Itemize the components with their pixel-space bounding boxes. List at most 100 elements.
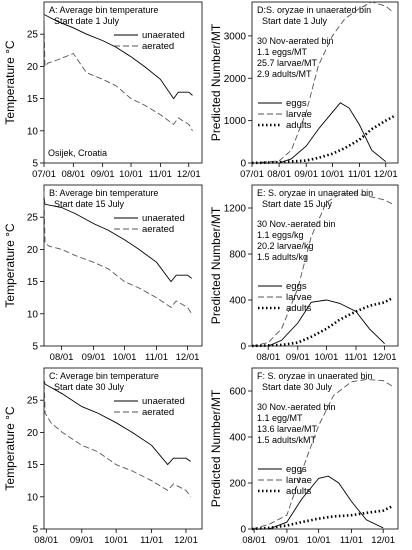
panel-d-ytick-label: 0 xyxy=(240,159,246,170)
panel-b-ytick-label: 5 xyxy=(32,342,38,353)
panel-b-subtitle: Start date 15 July xyxy=(54,199,125,209)
panel-c-xtick-label: 11/01 xyxy=(140,535,163,546)
panel-a-title: A: Average bin temperature xyxy=(49,5,158,15)
panel-d-frame xyxy=(251,1,399,164)
panel-f-annotation-line: 13.6 larvae/MT xyxy=(257,424,318,434)
panel-a-frame xyxy=(43,1,203,164)
panel-e-ytick-label: 0 xyxy=(240,342,246,353)
panel-f-xtick-label: 12/01 xyxy=(371,535,395,546)
panel-e-series-eggs xyxy=(252,299,385,347)
panel-c-series-aerated xyxy=(43,374,191,498)
panel-f-ytick-label: 0 xyxy=(240,525,246,536)
panel-d-ytick-label: 1000 xyxy=(224,116,247,127)
panel-b-ytick-label: 25 xyxy=(27,213,39,224)
panel-d-xtick-label: 07/01 xyxy=(240,169,264,180)
panel-a-xtick-label: 10/01 xyxy=(119,169,143,180)
panel-e-series-adults xyxy=(251,296,394,348)
panel-f-xtick-label: 10/01 xyxy=(307,535,331,546)
panel-d-legend-label-eggs: eggs xyxy=(286,98,307,109)
panel-b-xtick-label: 12/01 xyxy=(176,352,200,363)
panel-d-series-adults xyxy=(251,115,395,165)
panel-b-ytick-label: 20 xyxy=(27,245,39,256)
panel-f-series-larvae xyxy=(251,379,393,530)
panel-f-title: F: S. oryzae in unaerated bin xyxy=(257,371,373,381)
panel-d-title: D:S. oryzae in unaerated bin xyxy=(257,5,371,15)
panel-f-xtick-label: 11/01 xyxy=(340,535,363,546)
panel-d-annotation-line: 1.1 eggs/MT xyxy=(257,47,308,57)
panel-f-subtitle: Start date 30 July xyxy=(262,382,333,392)
panel-a-xtick-label: 11/01 xyxy=(149,169,172,180)
panel-b-ylabel: Temperature °C xyxy=(3,223,17,307)
panel-c-ylabel: Temperature °C xyxy=(3,406,17,490)
panel-e-ytick-label: 800 xyxy=(229,250,246,261)
panel-f-ytick-label: 400 xyxy=(229,433,246,444)
panel-a-legend-label-aerated: aerated xyxy=(142,41,174,52)
panel-b-xtick-label: 08/01 xyxy=(50,352,74,363)
panel-a-ylabel: Temperature °C xyxy=(3,40,17,124)
panel-a-series-unaerated xyxy=(44,14,193,100)
panel-e-legend-label-adults: adults xyxy=(286,303,312,314)
panel-e-xtick-label: 11/01 xyxy=(344,352,367,363)
panel-e-xtick-label: 09/01 xyxy=(286,352,310,363)
panel-d-subtitle: Start date 1 July xyxy=(262,16,328,26)
panel-f-annotation-line: 1.5 adults/kMT xyxy=(257,435,317,445)
panel-c-ytick-label: 20 xyxy=(27,428,39,439)
panel-f-annotation-line: 1.1 egg/MT xyxy=(257,413,303,423)
panel-a-ytick-label: 15 xyxy=(27,94,39,105)
footnote-osijek: Osijek, Croatia xyxy=(48,148,107,158)
panel-e-annotation-line: 1.5 adults/kg xyxy=(257,252,308,262)
panel-b-xtick-label: 10/01 xyxy=(113,352,137,363)
panel-c-title: C: Average bin temperature xyxy=(49,371,159,381)
panel-e-ytick-label: 400 xyxy=(229,296,246,307)
panel-a-legend-label-unaerated: unaerated xyxy=(142,30,185,41)
panel-b-frame xyxy=(43,184,203,347)
panel-e-title: E: S. oryzae in unaerated bin xyxy=(257,188,373,198)
panel-c-xtick-label: 10/01 xyxy=(104,535,128,546)
panel-b-legend-label-aerated: aerated xyxy=(142,224,174,235)
panel-f-frame xyxy=(251,367,399,530)
panel-e-xtick-label: 10/01 xyxy=(315,352,339,363)
panel-d-xtick-label: 08/01 xyxy=(267,169,291,180)
panel-f-series-eggs xyxy=(252,475,384,530)
panel-c-xtick-label: 08/01 xyxy=(34,535,58,546)
panel-f-xtick-label: 08/01 xyxy=(242,535,266,546)
panel-e-xtick-label: 08/01 xyxy=(256,352,280,363)
panel-e-legend-label-eggs: eggs xyxy=(286,281,307,292)
panel-a-ytick-label: 10 xyxy=(27,126,39,137)
panel-e-legend-label-larvae: larvae xyxy=(286,292,312,303)
panel-c-ytick-label: 10 xyxy=(27,492,39,503)
panel-f-ylabel: Predicted Number/MT xyxy=(209,389,223,507)
panel-e-ylabel: Predicted Number/MT xyxy=(209,206,223,324)
panel-f-legend-label-adults: adults xyxy=(286,486,312,497)
panel-d-legend-label-larvae: larvae xyxy=(286,109,312,120)
panel-f-ytick-label: 200 xyxy=(229,479,246,490)
panel-c-frame xyxy=(43,367,203,530)
panel-c-xtick-label: 12/01 xyxy=(174,535,198,546)
panel-e-xtick-label: 12/01 xyxy=(373,352,397,363)
panel-a-ytick-label: 25 xyxy=(27,30,39,41)
panel-e-frame xyxy=(251,184,399,347)
panel-a-subtitle: Start date 1 July xyxy=(54,16,120,26)
panel-e-annotation-line: 1.1 eggs/kg xyxy=(257,230,304,240)
panel-f-series-adults xyxy=(251,504,394,531)
panel-b-series-unaerated xyxy=(43,197,192,283)
panel-d-legend-label-adults: adults xyxy=(286,120,312,131)
panel-d-annotation-line: 25.7 larvae/MT xyxy=(257,58,318,68)
panel-c-legend-label-unaerated: unaerated xyxy=(142,396,185,407)
panel-a-series-aerated xyxy=(43,14,193,132)
panel-b-legend-label-unaerated: unaerated xyxy=(142,213,185,224)
panel-e-ytick-label: 1200 xyxy=(224,204,247,215)
panel-d-ytick-label: 2000 xyxy=(224,74,247,85)
panel-d-annotation-line: 2.9 adults/MT xyxy=(257,69,312,79)
panel-d-annotation-line: 30 Nov-aerated bin xyxy=(257,36,334,46)
panel-a-xtick-label: 07/01 xyxy=(32,169,56,180)
panel-c-series-unaerated xyxy=(43,380,191,466)
panel-c-ytick-label: 15 xyxy=(27,460,39,471)
panel-c-legend-label-aerated: aerated xyxy=(142,407,174,418)
panel-c-subtitle: Start date 30 July xyxy=(54,382,125,392)
panel-a-xtick-label: 09/01 xyxy=(91,169,115,180)
panel-e-subtitle: Start date 15 July xyxy=(262,199,333,209)
panel-b-xtick-label: 11/01 xyxy=(145,352,168,363)
panel-d-xtick-label: 10/01 xyxy=(321,169,345,180)
panel-d-series-larvae xyxy=(251,1,394,164)
